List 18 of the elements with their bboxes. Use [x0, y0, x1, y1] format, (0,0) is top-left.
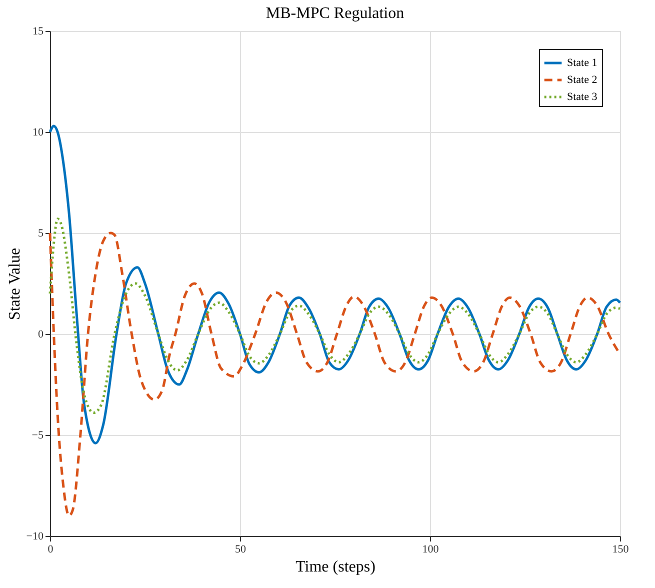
y-axis-title: State Value — [6, 248, 24, 320]
line-series — [48, 232, 622, 518]
y-tick-label: 5 — [38, 228, 44, 240]
legend-label: State 2 — [567, 74, 598, 86]
x-axis-title: Time (steps) — [296, 558, 376, 576]
legend-label: State 3 — [567, 91, 598, 103]
x-tick-label: 0 — [48, 544, 54, 556]
y-tick-label: −5 — [32, 430, 44, 442]
line-series — [48, 218, 622, 414]
x-tick-label: 50 — [235, 544, 246, 556]
legend-label: State 1 — [567, 57, 598, 69]
y-tick-label: −10 — [26, 530, 44, 542]
y-tick-label: 15 — [32, 26, 44, 38]
y-tick-label: 0 — [38, 328, 44, 340]
x-tick-label: 150 — [612, 544, 630, 556]
y-tick-label: 10 — [32, 126, 44, 138]
chart-title: MB-MPC Regulation — [266, 5, 404, 22]
x-tick-label: 100 — [422, 544, 440, 556]
